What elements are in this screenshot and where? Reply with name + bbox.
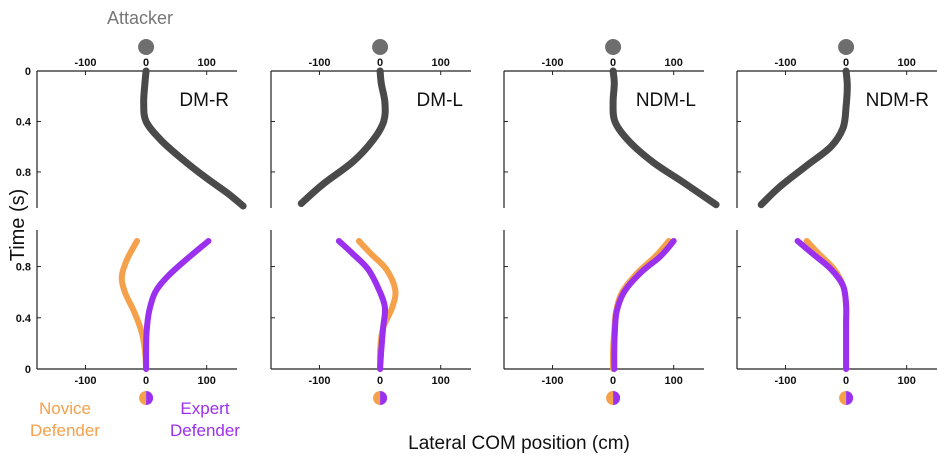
- top-x-tick-label: 0: [377, 57, 383, 69]
- top-x-tick-label: 100: [898, 57, 916, 69]
- top-y-tick-label: 0.8: [16, 167, 31, 179]
- bottom-y-tick-label: 0: [25, 364, 31, 376]
- defender-marker-novice-half: [139, 391, 147, 405]
- bottom-x-tick-label: -100: [74, 375, 96, 387]
- legend-novice-line2: Defender: [30, 421, 100, 440]
- expert-trajectory: [611, 238, 677, 372]
- y-axis-label: Time (s): [7, 189, 29, 262]
- top-x-tick-label: 0: [143, 57, 149, 69]
- bottom-x-tick-label: 100: [198, 375, 216, 387]
- panels-group: -100 0 100 0 0.4 0.8 DM-R -100 0 100 0.8 0.4 0 -100 0 1…: [16, 39, 937, 405]
- bottom-x-tick-label: -100: [541, 375, 563, 387]
- top-x-tick-label: 100: [198, 57, 216, 69]
- attacker-marker: [838, 39, 855, 55]
- attacker-marker: [372, 39, 389, 55]
- top-x-tick-label: 100: [665, 57, 683, 69]
- attacker-trajectory: [757, 67, 851, 209]
- top-y-tick-label: 0.4: [16, 116, 32, 128]
- defender-marker-expert-half: [146, 391, 154, 405]
- defender-marker-expert-half: [846, 391, 854, 405]
- bottom-x-tick-label: -100: [774, 375, 796, 387]
- top-x-tick-label: -100: [541, 57, 563, 69]
- legend-expert-line2: Defender: [170, 421, 240, 440]
- panel-dm-r: -100 0 100 0 0.4 0.8 DM-R -100 0 100 0.8 0.4 0: [16, 39, 247, 405]
- bottom-x-tick-label: 0: [377, 375, 383, 387]
- bottom-x-tick-label: 100: [898, 375, 916, 387]
- defender-marker-expert-half: [613, 391, 621, 405]
- legend-novice-line1: Novice: [39, 399, 91, 418]
- defender-marker-expert-half: [380, 391, 388, 405]
- top-x-tick-label: 100: [432, 57, 450, 69]
- defender-marker: [139, 391, 154, 405]
- novice-trajectory: [118, 238, 150, 372]
- defender-marker: [839, 391, 854, 405]
- top-y-tick-label: 0: [25, 66, 31, 78]
- bottom-x-tick-label: 0: [143, 375, 149, 387]
- panel-ndm-l: -100 0 100 NDM-L -100 0 100: [503, 39, 720, 405]
- top-x-tick-label: -100: [308, 57, 330, 69]
- attacker-trajectory: [140, 67, 247, 210]
- condition-label: DM-R: [179, 90, 229, 111]
- bottom-y-tick-label: 0.8: [16, 262, 31, 274]
- bottom-x-tick-label: 100: [432, 375, 450, 387]
- defender-marker-novice-half: [839, 391, 847, 405]
- bottom-x-tick-label: 0: [843, 375, 849, 387]
- defender-marker-novice-half: [606, 391, 614, 405]
- condition-label: NDM-L: [636, 90, 696, 111]
- legend-expert-line1: Expert: [180, 399, 229, 418]
- panel-ndm-r: -100 0 100 NDM-R -100 0 100: [736, 39, 937, 405]
- condition-label: DM-L: [417, 90, 463, 111]
- top-x-tick-label: -100: [774, 57, 796, 69]
- attacker-marker: [605, 39, 622, 55]
- defender-marker: [373, 391, 388, 405]
- defender-marker-novice-half: [373, 391, 381, 405]
- expert-trajectory: [335, 238, 389, 372]
- expert-trajectory: [143, 238, 212, 372]
- top-x-tick-label: 0: [843, 57, 849, 69]
- attacker-trajectory: [609, 67, 720, 209]
- bottom-x-tick-label: 0: [610, 375, 616, 387]
- bottom-y-tick-label: 0.4: [16, 313, 32, 325]
- attacker-label: Attacker: [107, 8, 173, 28]
- panel-dm-l: -100 0 100 DM-L -100 0 100: [270, 39, 471, 405]
- novice-trajectory: [355, 238, 399, 372]
- expert-trajectory: [794, 238, 850, 372]
- top-x-tick-label: -100: [74, 57, 96, 69]
- legend: Novice Defender Expert Defender: [30, 399, 240, 440]
- condition-label: NDM-R: [866, 90, 929, 111]
- bottom-x-tick-label: -100: [308, 375, 330, 387]
- novice-trajectory: [803, 238, 850, 372]
- x-axis-label: Lateral COM position (cm): [408, 433, 630, 454]
- attacker-trajectory: [297, 67, 389, 207]
- defender-marker: [606, 391, 621, 405]
- attacker-marker: [138, 39, 155, 55]
- top-x-tick-label: 0: [610, 57, 616, 69]
- bottom-x-tick-label: 100: [665, 375, 683, 387]
